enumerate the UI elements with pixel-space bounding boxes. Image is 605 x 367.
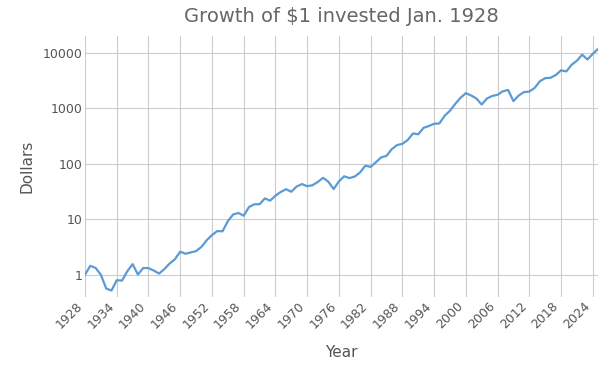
Y-axis label: Dollars: Dollars <box>19 139 34 193</box>
X-axis label: Year: Year <box>325 345 358 360</box>
Title: Growth of $1 invested Jan. 1928: Growth of $1 invested Jan. 1928 <box>184 7 499 26</box>
